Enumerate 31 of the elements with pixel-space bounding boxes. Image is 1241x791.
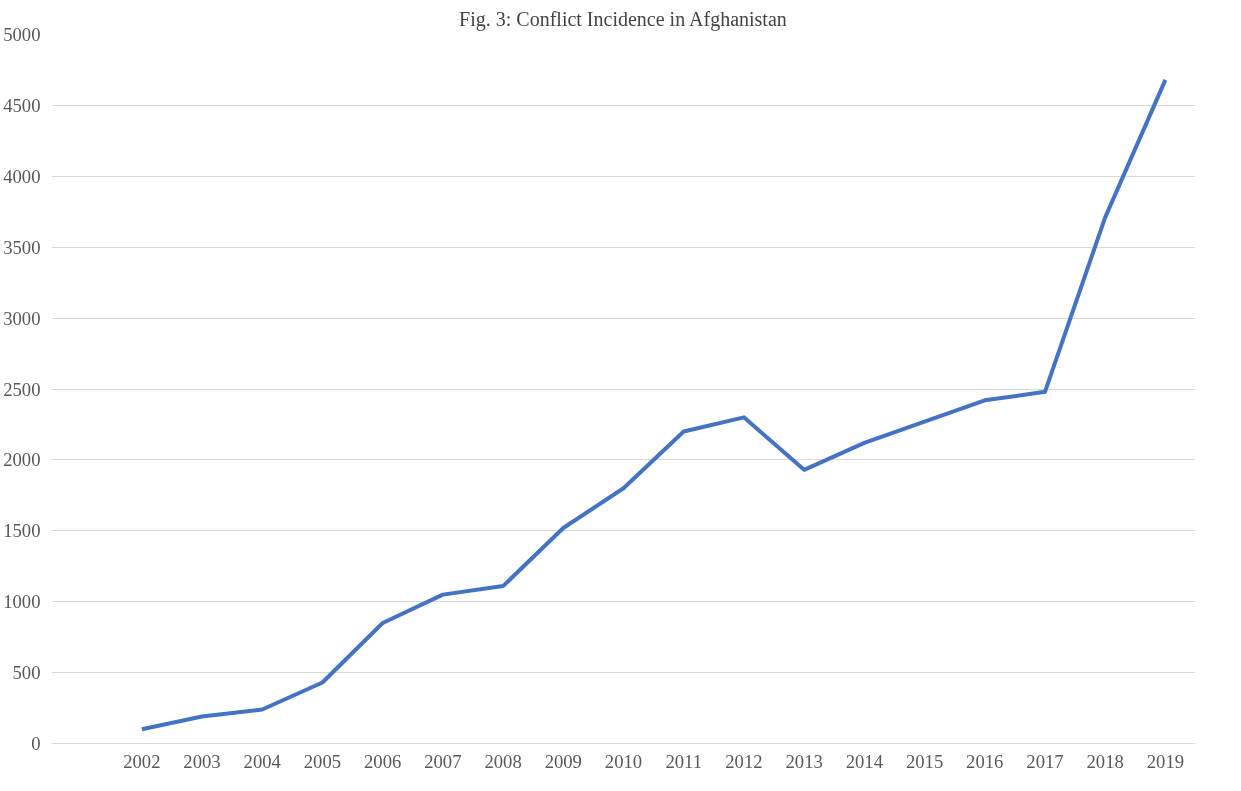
y-tick-label: 2000 <box>3 449 41 471</box>
y-tick-label: 2500 <box>3 378 41 400</box>
x-tick-label: 2007 <box>424 750 462 772</box>
x-tick-label: 2010 <box>604 750 643 772</box>
y-tick-label: 1500 <box>3 520 41 542</box>
x-tick-label: 2014 <box>845 750 884 772</box>
x-tick-label: 2018 <box>1086 750 1124 772</box>
x-tick-label: 2016 <box>966 750 1004 772</box>
y-tick-label: 4000 <box>3 165 41 187</box>
chart-title: Fig. 3: Conflict Incidence in Afghanistan <box>459 7 787 31</box>
line-series <box>139 77 1168 732</box>
x-tick-label: 2008 <box>484 750 522 772</box>
x-tick-label: 2011 <box>665 750 703 772</box>
y-tick-label: 3500 <box>3 236 41 258</box>
x-tick-label: 2005 <box>303 750 342 772</box>
y-tick-label: 4500 <box>3 94 41 116</box>
x-tick-label: 2009 <box>544 750 582 772</box>
x-tick-label: 2017 <box>1026 750 1064 772</box>
y-tick-label: 500 <box>12 662 41 684</box>
x-tick-label: 2003 <box>183 750 221 772</box>
y-tick-label: 5000 <box>3 24 41 45</box>
x-tick-label: 2012 <box>725 750 763 772</box>
x-tick-label: 2004 <box>243 750 282 772</box>
x-tick-label: 2019 <box>1146 750 1185 772</box>
y-tick-label: 3000 <box>3 307 41 329</box>
x-tick-label: 2002 <box>123 750 161 772</box>
y-tick-label: 0 <box>31 733 41 754</box>
x-tick-label: 2015 <box>905 750 944 772</box>
x-tick-label: 2013 <box>785 750 823 772</box>
x-tick-label: 2006 <box>364 750 402 772</box>
y-tick-label: 1000 <box>3 591 41 613</box>
